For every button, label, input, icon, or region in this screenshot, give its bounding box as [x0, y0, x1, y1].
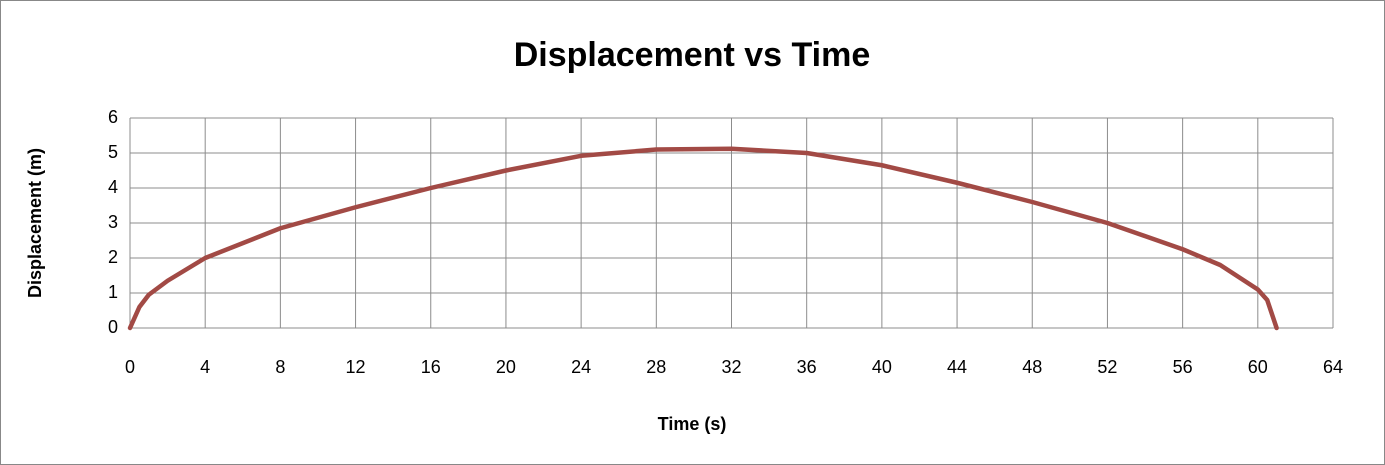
x-tick-label: 0	[125, 357, 135, 377]
x-tick-label: 60	[1248, 357, 1268, 377]
y-tick-label: 6	[108, 107, 118, 127]
x-axis-label: Time (s)	[658, 414, 727, 434]
x-tick-label: 24	[571, 357, 591, 377]
x-tick-label: 28	[646, 357, 666, 377]
x-tick-label: 36	[797, 357, 817, 377]
x-tick-label: 44	[947, 357, 967, 377]
x-tick-label: 64	[1323, 357, 1343, 377]
x-tick-label: 56	[1173, 357, 1193, 377]
y-axis-label: Displacement (m)	[25, 148, 45, 298]
x-tick-label: 8	[275, 357, 285, 377]
y-tick-label: 0	[108, 317, 118, 337]
y-tick-label: 3	[108, 212, 118, 232]
x-tick-label: 20	[496, 357, 516, 377]
data-line	[127, 146, 1279, 331]
y-tick-label: 2	[108, 247, 118, 267]
x-tick-label: 52	[1097, 357, 1117, 377]
x-tick-label: 4	[200, 357, 210, 377]
x-tick-label: 40	[872, 357, 892, 377]
y-tick-label: 4	[108, 177, 118, 197]
x-tick-label: 16	[421, 357, 441, 377]
x-tick-label: 48	[1022, 357, 1042, 377]
x-tick-label: 32	[721, 357, 741, 377]
y-tick-label: 1	[108, 282, 118, 302]
x-tick-label: 12	[346, 357, 366, 377]
chart-title: Displacement vs Time	[514, 36, 871, 74]
y-tick-label: 5	[108, 142, 118, 162]
